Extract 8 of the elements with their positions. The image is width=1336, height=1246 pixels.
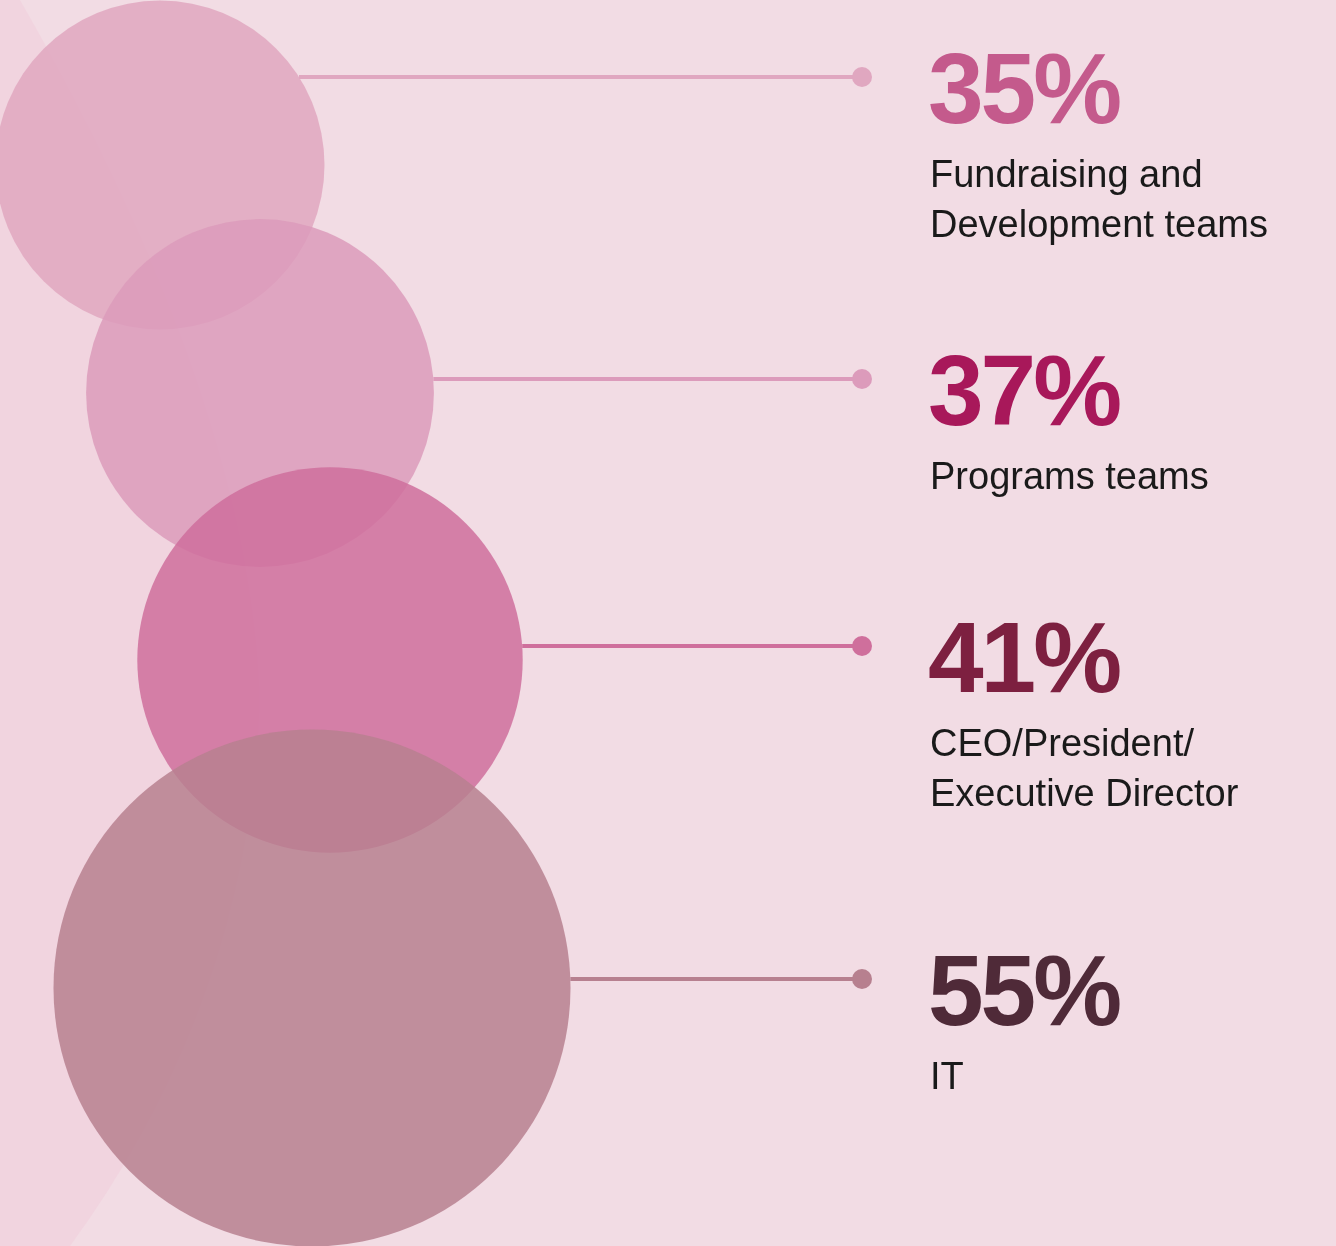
category-label: IT	[930, 1055, 964, 1097]
data-label: 41%	[928, 601, 1121, 713]
data-label: 55%	[928, 934, 1121, 1046]
data-label: 35%	[928, 32, 1121, 144]
category-label: Programs teams	[930, 455, 1209, 497]
category-label: Fundraising and Development teams	[930, 153, 1268, 245]
category-label: CEO/President/Executive Director	[930, 722, 1239, 814]
data-label: 37%	[928, 334, 1121, 446]
